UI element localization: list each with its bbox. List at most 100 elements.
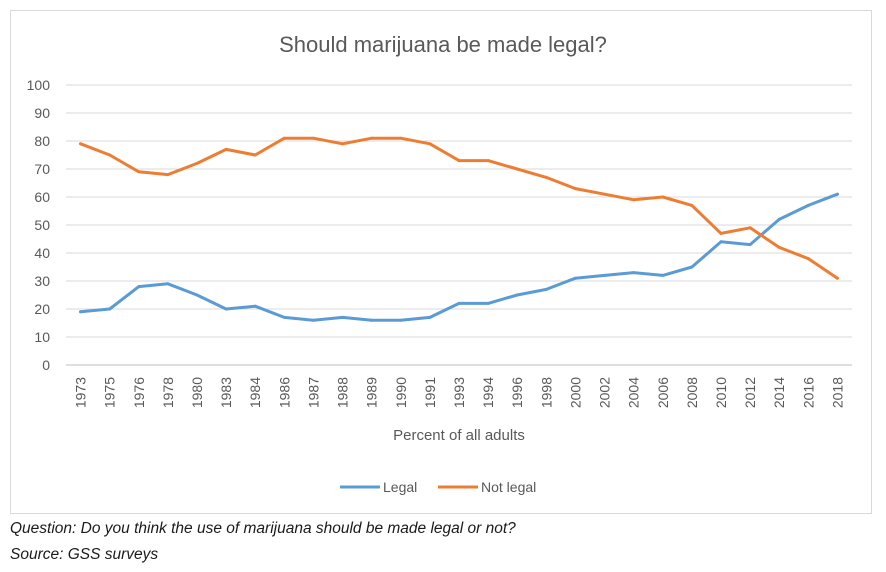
data-point — [253, 153, 257, 157]
x-tick-label: 1991 — [422, 377, 438, 408]
x-axis-ticks: 1973 1975 1976 1978 1980 1983 1984 1986 1987 1988… — [73, 377, 846, 408]
chart-title: Should marijuana be made legal? — [279, 32, 607, 57]
y-tick-label: 50 — [34, 217, 50, 233]
data-point — [661, 273, 665, 277]
x-tick-label: 1993 — [451, 377, 467, 408]
x-tick-label: 1978 — [160, 377, 176, 408]
x-tick-label: 2006 — [655, 377, 671, 408]
data-point — [457, 301, 461, 305]
x-tick-label: 2012 — [742, 377, 758, 408]
y-tick-label: 70 — [34, 161, 50, 177]
data-point — [311, 136, 315, 140]
data-point — [544, 287, 548, 291]
data-point — [486, 301, 490, 305]
legend-label: Legal — [383, 479, 417, 495]
data-point — [399, 318, 403, 322]
data-point — [108, 307, 112, 311]
data-point — [137, 285, 141, 289]
x-tick-label: 1989 — [364, 377, 380, 408]
data-point — [224, 147, 228, 151]
y-tick-label: 10 — [34, 329, 50, 345]
data-point — [195, 161, 199, 165]
data-point — [748, 226, 752, 230]
legend-label: Not legal — [481, 479, 536, 495]
data-point — [282, 315, 286, 319]
x-tick-label: 1973 — [73, 377, 89, 408]
data-point — [777, 245, 781, 249]
data-point — [515, 293, 519, 297]
data-point — [457, 159, 461, 163]
data-point — [806, 203, 810, 207]
data-point — [573, 187, 577, 191]
data-point — [777, 217, 781, 221]
data-point — [661, 195, 665, 199]
x-tick-label: 2004 — [626, 377, 642, 408]
x-tick-label: 1980 — [189, 377, 205, 408]
line-chart: Should marijuana be made legal? 0 10 20 30 4… — [27, 32, 852, 495]
data-point — [573, 276, 577, 280]
data-point — [835, 276, 839, 280]
x-tick-label: 1986 — [276, 377, 292, 408]
data-point — [166, 173, 170, 177]
data-point — [195, 293, 199, 297]
data-point — [515, 167, 519, 171]
data-point — [603, 192, 607, 196]
y-tick-label: 100 — [27, 77, 51, 93]
series-lines — [79, 136, 839, 322]
data-point — [137, 170, 141, 174]
data-point — [544, 175, 548, 179]
data-point — [399, 136, 403, 140]
data-point — [282, 136, 286, 140]
data-point — [370, 136, 374, 140]
data-point — [690, 265, 694, 269]
x-tick-label: 1975 — [102, 377, 118, 408]
caption-source: Source: GSS surveys — [10, 546, 159, 563]
x-tick-label: 2016 — [800, 377, 816, 408]
series-not-legal — [79, 136, 839, 280]
x-tick-label: 1976 — [131, 377, 147, 408]
data-point — [253, 304, 257, 308]
x-tick-label: 2014 — [771, 377, 787, 408]
data-point — [806, 257, 810, 261]
caption-question: Question: Do you think the use of mariju… — [10, 520, 516, 537]
series-legal — [79, 192, 839, 322]
y-axis-ticks: 0 10 20 30 40 50 60 70 80 90 100 — [27, 77, 51, 373]
x-tick-label: 1996 — [509, 377, 525, 408]
data-point — [428, 315, 432, 319]
x-tick-label: 1990 — [393, 377, 409, 408]
y-tick-label: 30 — [34, 273, 50, 289]
data-point — [632, 198, 636, 202]
legend-item: Not legal — [438, 479, 536, 495]
data-point — [690, 203, 694, 207]
x-axis-label: Percent of all adults — [393, 427, 525, 444]
data-point — [632, 271, 636, 275]
data-point — [719, 231, 723, 235]
x-tick-label: 2002 — [597, 377, 613, 408]
y-tick-label: 20 — [34, 301, 50, 317]
data-point — [311, 318, 315, 322]
data-point — [719, 240, 723, 244]
x-tick-label: 2010 — [713, 377, 729, 408]
data-point — [224, 307, 228, 311]
y-tick-label: 60 — [34, 189, 50, 205]
x-tick-label: 1998 — [538, 377, 554, 408]
x-tick-label: 2000 — [567, 377, 583, 408]
data-point — [166, 282, 170, 286]
data-point — [603, 273, 607, 277]
data-point — [748, 243, 752, 247]
y-tick-label: 80 — [34, 133, 50, 149]
x-tick-label: 1987 — [305, 377, 321, 408]
data-point — [79, 310, 83, 314]
data-point — [835, 192, 839, 196]
data-point — [370, 318, 374, 322]
x-tick-label: 1994 — [480, 377, 496, 408]
legend: Legal Not legal — [340, 479, 536, 495]
series-line — [79, 192, 839, 322]
data-point — [341, 142, 345, 146]
gridlines — [66, 84, 852, 366]
x-tick-label: 1988 — [335, 377, 351, 408]
legend-item: Legal — [340, 479, 417, 495]
y-tick-label: 0 — [42, 357, 50, 373]
y-tick-label: 40 — [34, 245, 50, 261]
y-tick-label: 90 — [34, 105, 50, 121]
